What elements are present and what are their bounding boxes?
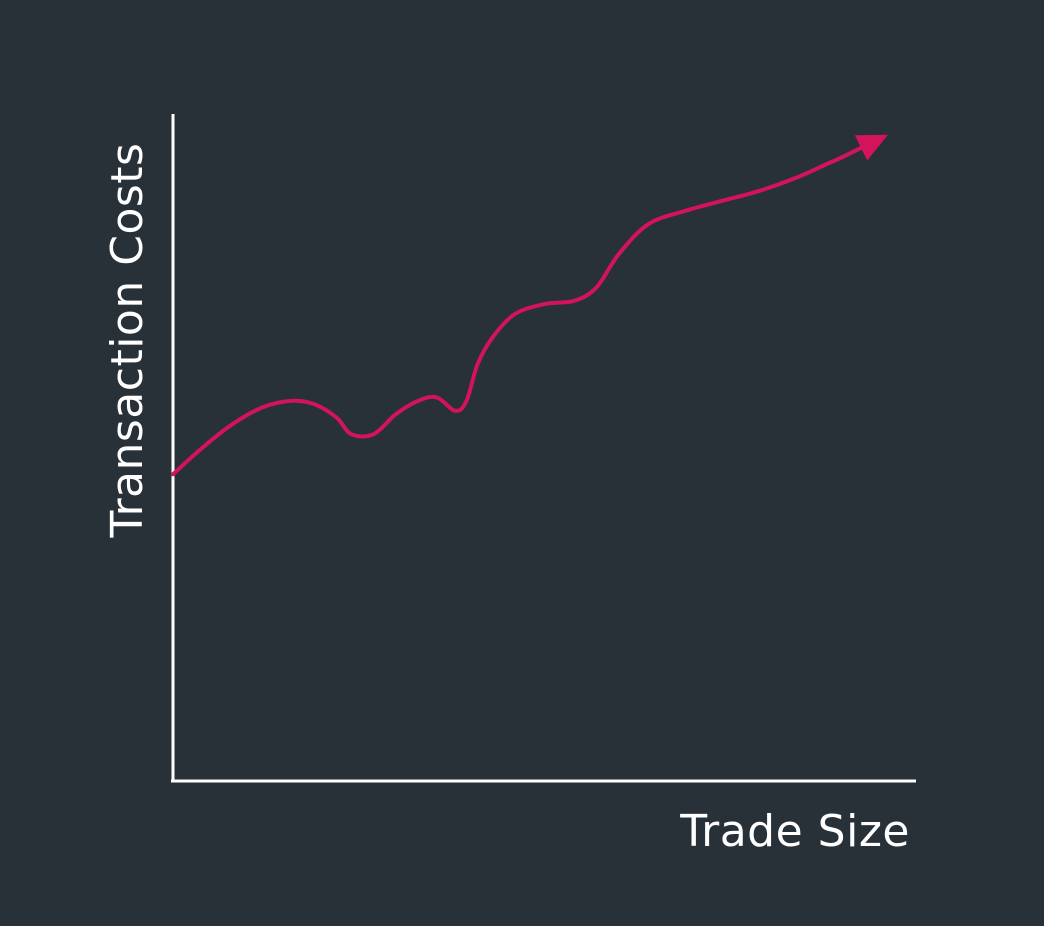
- y-axis-label: Transaction Costs: [102, 143, 153, 539]
- series-line: [171, 135, 885, 477]
- arrowhead-icon: [854, 134, 888, 161]
- x-axis-label: Trade Size: [679, 806, 910, 857]
